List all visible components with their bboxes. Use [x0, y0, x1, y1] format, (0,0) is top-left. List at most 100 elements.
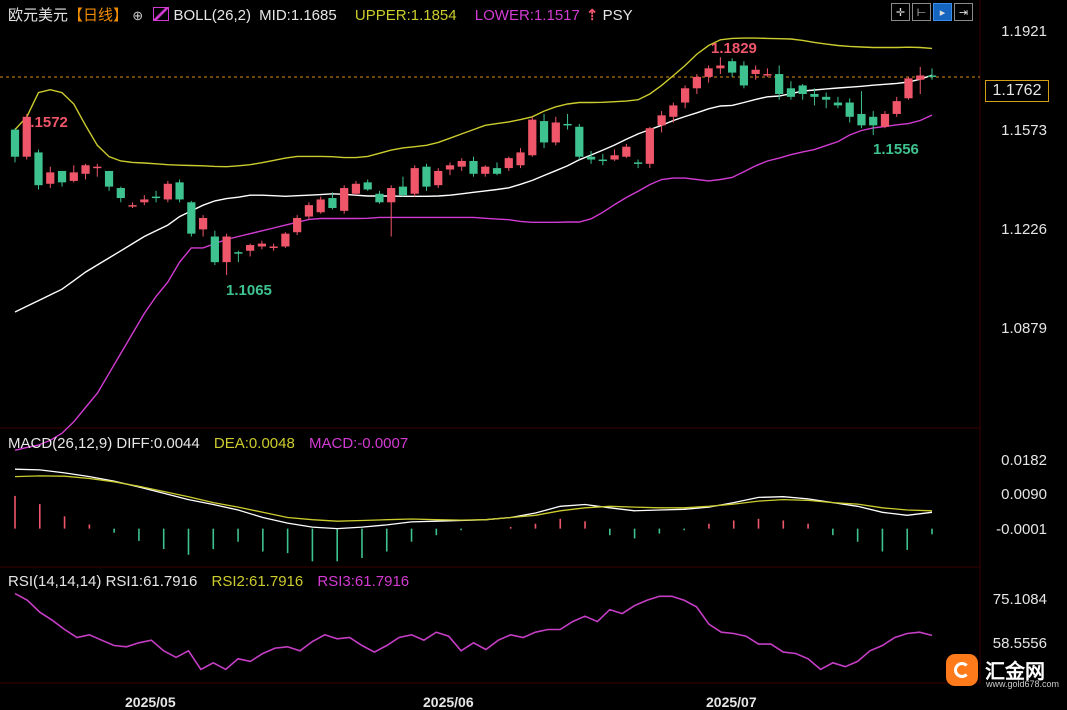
- candle: [128, 202, 137, 209]
- price-tick-2: 1.1573: [1001, 122, 1047, 139]
- candle-body: [281, 233, 290, 247]
- psy-label[interactable]: PSY: [602, 7, 633, 24]
- candle: [398, 176, 408, 197]
- candle: [304, 202, 314, 220]
- candle: [175, 179, 184, 203]
- candle-body: [140, 199, 149, 203]
- rsi-label[interactable]: RSI(14,14,14): [8, 573, 102, 590]
- candle-body: [798, 85, 807, 94]
- candle-body: [516, 152, 525, 166]
- candle: [786, 81, 796, 100]
- candle-body: [739, 65, 749, 86]
- candle-body: [869, 116, 878, 126]
- candle-body: [81, 165, 90, 174]
- candle-body: [822, 96, 831, 100]
- price-tick-3: 1.1226: [1001, 221, 1047, 238]
- candle-body: [810, 93, 819, 97]
- candle-body: [104, 170, 114, 187]
- candle-body: [704, 68, 713, 77]
- candle-body: [586, 156, 596, 160]
- candle-body: [833, 102, 843, 106]
- candle-body: [681, 88, 690, 103]
- candle-body: [927, 75, 937, 77]
- candle-body: [892, 101, 901, 114]
- candle-body: [610, 155, 619, 160]
- rsi-1: RSI1:61.7916: [105, 573, 198, 590]
- candle: [704, 65, 713, 83]
- candle-body: [128, 205, 137, 207]
- candle-body: [46, 172, 55, 184]
- boll-label[interactable]: BOLL(26,2): [173, 7, 251, 24]
- candle-body: [210, 236, 219, 263]
- candle: [81, 163, 90, 180]
- candle-body: [93, 166, 102, 169]
- candle: [586, 150, 596, 164]
- candle-body: [669, 105, 678, 117]
- candle-body: [434, 170, 443, 186]
- candle: [22, 113, 31, 160]
- candle-body: [916, 75, 925, 80]
- candle-body: [904, 78, 913, 99]
- candle-body: [257, 243, 266, 247]
- date-tick-june: 2025/06: [423, 694, 474, 710]
- candle-body: [692, 76, 701, 89]
- candle: [151, 190, 161, 203]
- cursor-bar-icon[interactable]: ⊢: [912, 3, 931, 21]
- candle-body: [880, 113, 890, 127]
- candle: [269, 243, 278, 251]
- current-price-box: 1.1762: [985, 80, 1049, 102]
- candle: [516, 148, 525, 169]
- candle-body: [857, 113, 866, 126]
- candle-body: [340, 188, 349, 211]
- candle: [246, 243, 255, 257]
- candle-body: [328, 198, 337, 209]
- candle-body: [57, 170, 67, 183]
- candle-body: [528, 119, 537, 156]
- crosshair-icon[interactable]: ✛: [891, 3, 910, 21]
- candle: [810, 88, 819, 106]
- candle: [904, 76, 913, 100]
- candle: [633, 159, 643, 169]
- candle: [692, 74, 701, 94]
- jump-start-icon[interactable]: ▸: [933, 3, 952, 21]
- candle-body: [575, 126, 584, 157]
- indicator-chart-icon[interactable]: [153, 7, 170, 21]
- logo-url: www.gold678.com: [986, 679, 1060, 689]
- candle: [798, 84, 807, 100]
- boll-mid: MID:1.1685: [259, 7, 337, 24]
- candle: [57, 170, 67, 187]
- candle: [857, 91, 866, 129]
- candle: [69, 165, 78, 183]
- up-arrow-icon[interactable]: ⇡: [585, 7, 599, 24]
- jump-end-icon[interactable]: ⇥: [954, 3, 973, 21]
- macd-label[interactable]: MACD(26,12,9): [8, 435, 113, 452]
- candle-body: [69, 172, 78, 181]
- boll-upper-line: [14, 37, 933, 168]
- price-tick-1: 1.1921: [1001, 23, 1047, 40]
- candle-body: [269, 246, 278, 248]
- candle-body: [398, 186, 408, 196]
- candle: [845, 98, 854, 123]
- logo-name: 汇金网: [985, 661, 1045, 683]
- candle: [669, 102, 678, 123]
- rsi-2: RSI2:61.7916: [211, 573, 304, 590]
- candle-body: [422, 166, 431, 187]
- candle: [34, 149, 43, 190]
- candle: [645, 126, 654, 169]
- candle-body: [22, 116, 31, 157]
- candle: [387, 185, 396, 237]
- candle-body: [492, 168, 502, 174]
- candle-body: [351, 183, 361, 194]
- period-selector[interactable]: 【日线】: [68, 7, 129, 24]
- candle: [210, 230, 219, 266]
- candle: [198, 215, 208, 237]
- macd-value: MACD:-0.0007: [308, 435, 409, 452]
- candle: [316, 196, 325, 214]
- candle: [880, 111, 890, 129]
- candle-body: [763, 74, 772, 76]
- candle: [10, 128, 20, 163]
- gear-circle-icon[interactable]: ⊕: [132, 8, 144, 23]
- annotation-low: 1.1065: [226, 282, 272, 299]
- candle: [869, 111, 878, 136]
